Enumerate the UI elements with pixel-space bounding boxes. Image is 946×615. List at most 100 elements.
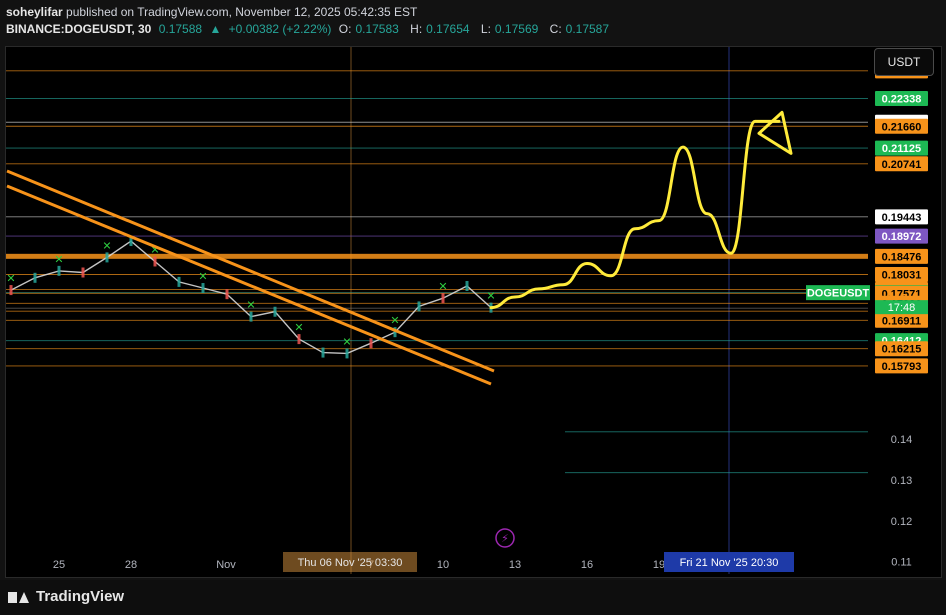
- symbol-tag: DOGEUSDT: [807, 288, 870, 300]
- brand-name: TradingView: [36, 588, 125, 605]
- level-band-8: [6, 253, 868, 259]
- candle-18: [441, 293, 445, 304]
- y-tick-label-3: 0.11: [891, 557, 912, 569]
- x-tick-label-4: 10: [437, 559, 449, 571]
- open-value: 0.17583: [355, 22, 399, 36]
- price-label-16: 0.16911: [882, 315, 921, 327]
- chart-canvas[interactable]: ✕✕✕✕✕✕✕✕✕✕✕0.230160.223380.217580.216600…: [0, 0, 946, 580]
- date-highlight-bg-1: [664, 552, 794, 572]
- candle-16: [393, 327, 397, 338]
- candle-7: [177, 276, 181, 287]
- projection-arrowhead[interactable]: [757, 110, 793, 155]
- footer-bar: TradingView: [0, 580, 946, 615]
- price-label-bg-7: [875, 228, 928, 244]
- buy-signal-marker-8: ✕: [198, 271, 207, 283]
- price-label-5: 0.20741: [882, 159, 922, 171]
- author-name[interactable]: soheylifar: [6, 5, 63, 19]
- price-label-7: 0.18972: [882, 231, 922, 243]
- y-tick-label-1: 0.13: [891, 475, 912, 487]
- price-label-4: 0.21125: [882, 143, 921, 155]
- countdown-bg: [875, 300, 928, 315]
- tradingview-logo-icon: [8, 590, 30, 604]
- low-label: L:: [480, 22, 491, 36]
- trendline-lower[interactable]: [6, 184, 492, 386]
- price-label-1: 0.22338: [882, 94, 922, 106]
- buy-signal-marker-2: ✕: [54, 254, 63, 266]
- publish-line: soheylifar published on TradingView.com,…: [6, 4, 617, 21]
- tradingview-logo[interactable]: TradingView: [8, 588, 124, 605]
- last-price: 0.17588: [158, 22, 203, 36]
- price-change: +0.00382 (+2.22%): [228, 22, 332, 36]
- price-label-19: 0.15793: [882, 361, 922, 373]
- x-tick-label-0: 25: [53, 559, 65, 571]
- price-label-bg-1: [875, 91, 928, 107]
- candle-17: [417, 301, 421, 312]
- candle-13: [321, 347, 325, 358]
- buy-signal-marker-14: ✕: [342, 336, 351, 348]
- candle-4: [105, 252, 109, 263]
- trendline-upper[interactable]: [6, 169, 495, 373]
- currency-button[interactable]: USDT: [874, 48, 934, 76]
- price-label-bg-5: [875, 156, 928, 172]
- low-value: 0.17569: [494, 22, 539, 36]
- candle-15: [369, 338, 373, 349]
- price-label-6: 0.19443: [882, 212, 922, 224]
- candle-10: [249, 311, 253, 322]
- x-tick-label-2: Nov: [216, 559, 236, 571]
- price-label-bg-6: [875, 209, 928, 225]
- date-highlight-1: Fri 21 Nov '25 20:30: [680, 557, 779, 569]
- y-tick-label-2: 0.12: [891, 516, 912, 528]
- candle-11: [273, 306, 277, 317]
- x-tick-label-1: 28: [125, 559, 137, 571]
- candle-6: [153, 256, 157, 267]
- close-value: 0.17587: [565, 22, 610, 36]
- lightning-icon[interactable]: [495, 528, 515, 548]
- high-value: 0.17654: [426, 22, 470, 36]
- price-label-bg-18: [875, 341, 928, 357]
- high-label: H:: [410, 22, 423, 36]
- buy-signal-marker-4: ✕: [102, 240, 111, 252]
- buy-signal-marker-18: ✕: [438, 281, 447, 293]
- x-tick-label-6: 16: [581, 559, 593, 571]
- open-label: O:: [338, 22, 352, 36]
- buy-signal-marker-12: ✕: [294, 322, 303, 334]
- buy-signal-marker-20: ✕: [486, 291, 495, 303]
- lightning-glyph: ⚡: [501, 532, 509, 545]
- x-tick-label-5: 13: [509, 559, 521, 571]
- date-highlight-bg-0: [283, 552, 417, 572]
- candle-9: [225, 289, 229, 300]
- symbol-tag-bg: [806, 285, 870, 301]
- y-tick-label-0: 0.14: [891, 434, 912, 446]
- candle-14: [345, 348, 349, 359]
- price-label-bg-4: [875, 140, 928, 156]
- price-label-bg-9: [875, 267, 928, 283]
- candle-0: [9, 285, 13, 296]
- candle-19: [465, 280, 469, 291]
- price-label-bg-16: [875, 312, 928, 328]
- candle-5: [129, 236, 133, 247]
- candle-8: [201, 283, 205, 294]
- published-text: published on TradingView.com, November 1…: [66, 5, 418, 19]
- projection-path[interactable]: [489, 119, 781, 310]
- chart-header: soheylifar published on TradingView.com,…: [6, 4, 617, 38]
- buy-signal-marker-0: ✕: [6, 273, 15, 285]
- buy-signal-marker-6: ✕: [150, 244, 159, 256]
- candle-2: [57, 265, 61, 276]
- candle-12: [297, 334, 301, 345]
- price-label-3: 0.21660: [882, 121, 922, 133]
- price-label-9: 0.18031: [882, 270, 922, 282]
- price-label-18: 0.16215: [882, 344, 922, 356]
- countdown-label: 17:48: [888, 302, 916, 314]
- candle-1: [33, 272, 37, 283]
- x-tick-label-7: 19: [653, 559, 665, 571]
- triangle-up-icon: ▲: [209, 22, 222, 36]
- date-highlight-0: Thu 06 Nov '25 03:30: [298, 557, 403, 569]
- buy-signal-marker-10: ✕: [246, 300, 255, 312]
- buy-signal-marker-16: ✕: [390, 315, 399, 327]
- candle-3: [81, 267, 85, 278]
- ohlc-line: BINANCE:DOGEUSDT, 30 0.17588 ▲ +0.00382 …: [6, 21, 617, 38]
- price-label-bg-3: [875, 118, 928, 134]
- price-label-bg-8: [875, 248, 928, 264]
- price-label-bg-19: [875, 358, 928, 374]
- symbol-label[interactable]: BINANCE:DOGEUSDT, 30: [6, 22, 152, 36]
